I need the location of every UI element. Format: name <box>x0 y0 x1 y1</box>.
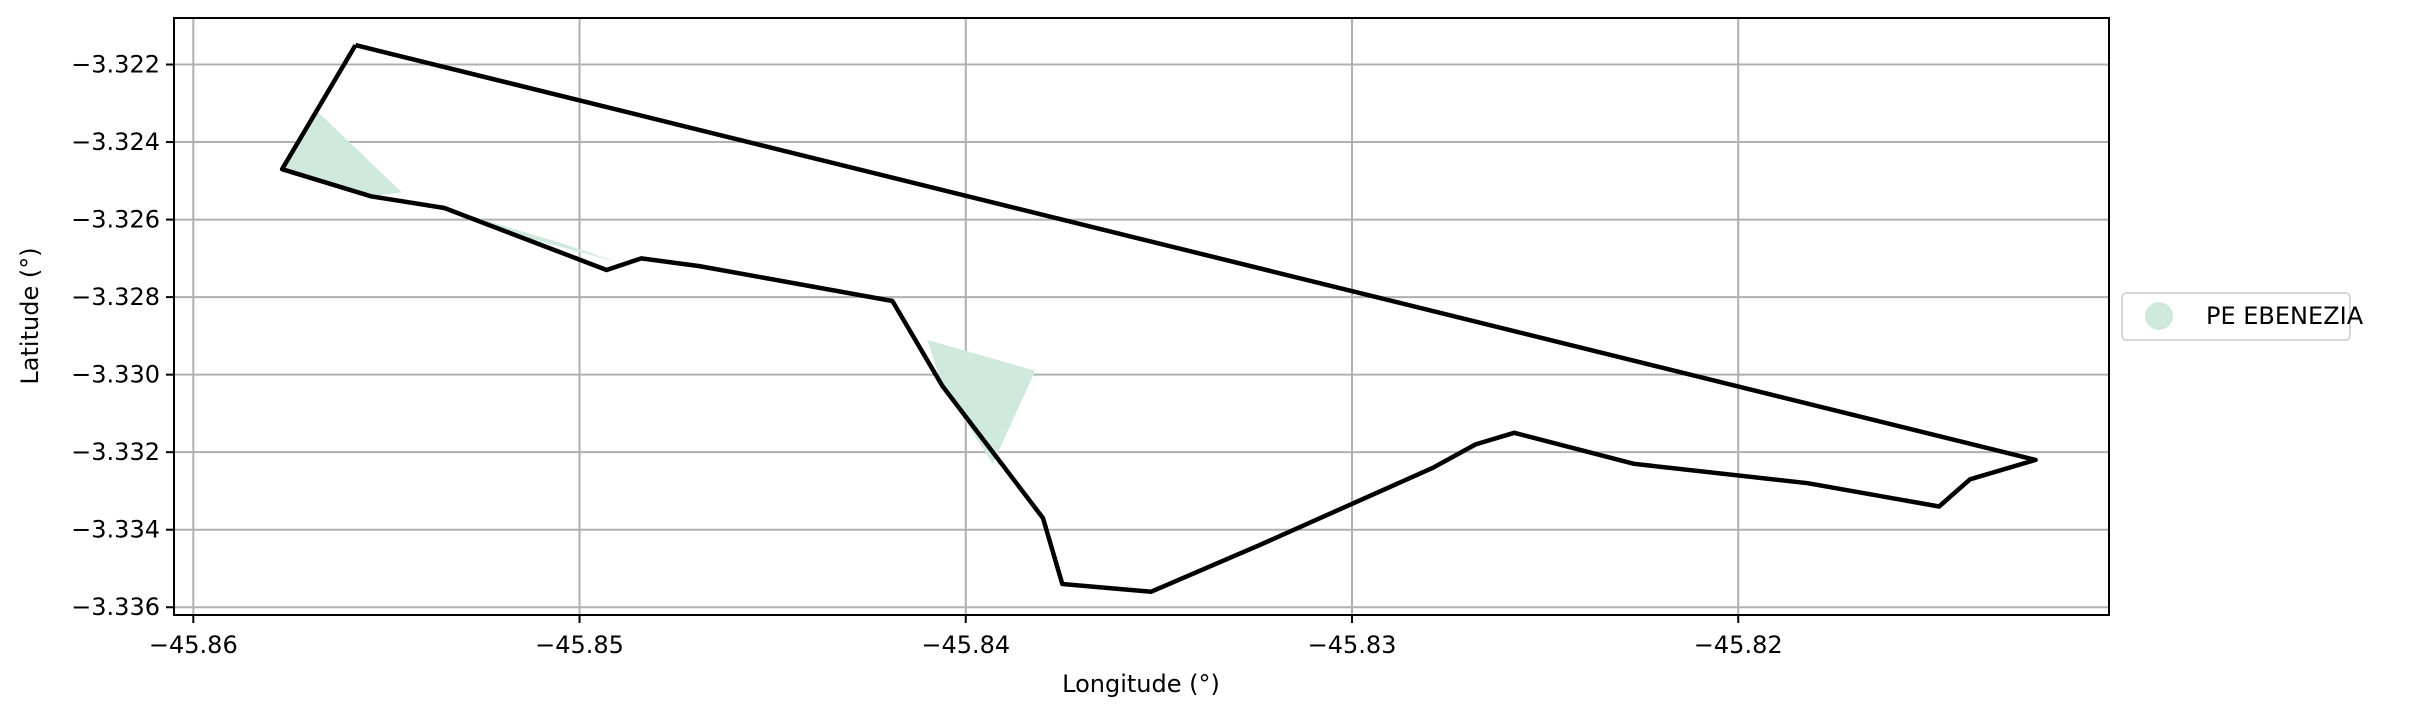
legend-box <box>2121 292 2351 341</box>
y-tick-label: −3.332 <box>71 438 160 466</box>
x-axis-label: Longitude (°) <box>1062 670 1220 698</box>
region-pe-ebenezia <box>282 111 402 197</box>
y-tick-label: −3.336 <box>71 593 160 621</box>
x-tick-label: −45.84 <box>921 631 1010 659</box>
x-tick-label: −45.86 <box>149 631 238 659</box>
legend: PE EBENEZIA <box>2121 292 2364 341</box>
region-pe-ebenezia <box>444 208 619 263</box>
plot-frame <box>173 17 2110 616</box>
grid-lines <box>174 18 2109 615</box>
y-axis-label: Latitude (°) <box>16 247 44 384</box>
x-tick-label: −45.85 <box>535 631 624 659</box>
y-tick-label: −3.322 <box>71 51 160 79</box>
x-axis-ticks: −45.86 −45.85 −45.84 −45.83 −45.82 <box>149 615 1783 659</box>
filled-regions <box>282 111 1036 464</box>
boundary-outline <box>279 42 2038 594</box>
x-tick-label: −45.82 <box>1694 631 1783 659</box>
y-tick-label: −3.324 <box>71 128 160 156</box>
legend-label-pe-ebenezia: PE EBENEZIA <box>2206 302 2364 330</box>
y-tick-label: −3.334 <box>71 516 160 544</box>
y-tick-label: −3.330 <box>71 361 160 389</box>
y-tick-label: −3.328 <box>71 283 160 311</box>
legend-marker-pe-ebenezia <box>2145 302 2173 330</box>
region-pe-ebenezia <box>927 339 1036 464</box>
boundary-line <box>279 42 2038 594</box>
y-tick-label: −3.326 <box>71 206 160 234</box>
x-tick-label: −45.83 <box>1308 631 1397 659</box>
y-axis-ticks: −3.322 −3.324 −3.326 −3.328 −3.330 −3.332 −3.3… <box>71 51 174 621</box>
